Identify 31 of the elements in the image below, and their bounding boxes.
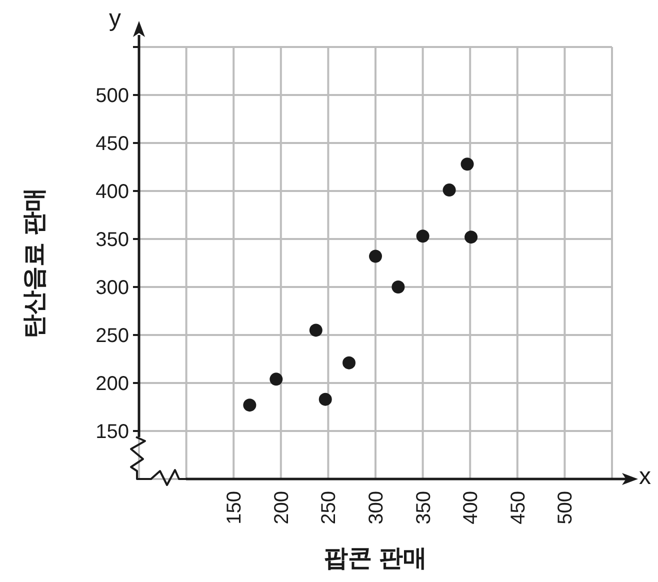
y-tick-label: 400 [96,181,129,203]
x-tick-label: 300 [366,491,388,524]
y-tick-label: 250 [96,325,129,347]
point [243,398,256,412]
y-tick-label: 200 [96,373,129,395]
text: y [109,5,121,33]
y-tick-label: 450 [96,133,129,155]
point [416,230,430,243]
y-tick-label: 350 [96,229,129,251]
point [442,184,456,197]
point [392,280,405,294]
x-tick-label: 500 [554,491,577,524]
point [318,392,332,406]
y-tick-label: 300 [96,277,129,299]
point [464,230,478,244]
x-tick-label: 400 [460,491,482,524]
x-axis-title: 팝콘 판매 [323,544,428,574]
point [270,372,283,386]
point [460,158,474,171]
x-tick-label: 250 [318,491,340,524]
x-tick-label: 150 [224,491,246,524]
x-tick-label: 450 [507,491,530,524]
text: x [639,463,651,491]
x-tick-label: 200 [270,491,293,524]
y-tick-label: 500 [96,85,129,107]
x-tick-label: 350 [412,491,435,524]
y-tick-label: 150 [96,421,129,443]
point [342,356,356,370]
point [309,324,322,337]
point [369,250,382,263]
y-axis-title: 탄산음료 판매 [20,188,49,338]
